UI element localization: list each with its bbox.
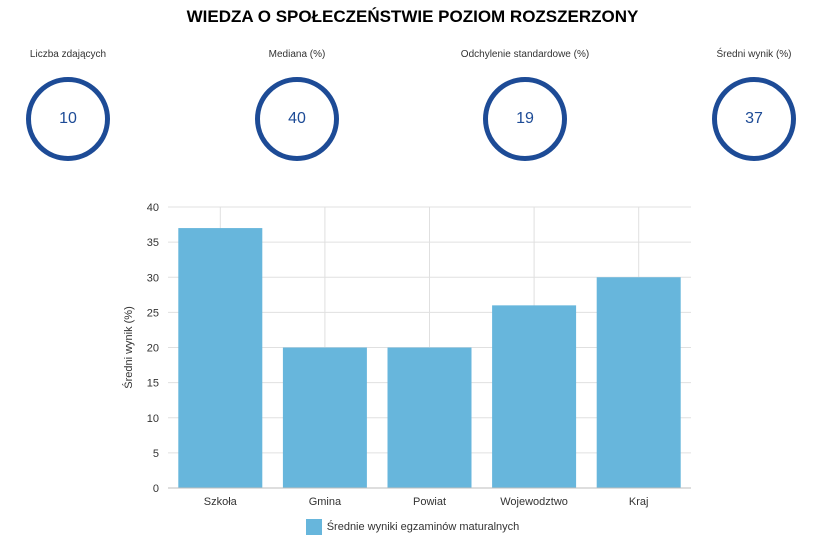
bar: [387, 347, 472, 488]
x-tick-label: Powiat: [413, 496, 446, 508]
chart-legend[interactable]: Średnie wyniki egzaminów maturalnych: [0, 519, 825, 535]
stat-circle: 37: [712, 77, 796, 161]
stat-value: 37: [745, 110, 763, 127]
bar: [596, 277, 681, 488]
stat-label: Odchylenie standardowe (%): [460, 49, 590, 60]
y-tick-label: 30: [147, 272, 159, 284]
stat-count: Liczba zdających 10: [0, 48, 143, 161]
stat-circle: 40: [255, 77, 339, 161]
stat-label: Mediana (%): [268, 49, 326, 60]
y-tick-label: 5: [153, 448, 159, 460]
x-tick-label: Kraj: [629, 496, 649, 508]
stat-label: Liczba zdających: [29, 49, 107, 60]
bar: [492, 305, 577, 488]
legend-swatch: [305, 519, 322, 535]
x-tick-label: Wojewodztwo: [500, 496, 568, 508]
page-title: WIEDZA O SPOŁECZEŃSTWIE POZIOM ROZSZERZO…: [186, 7, 639, 26]
stat-value: 19: [516, 110, 534, 127]
stat-circle: 19: [483, 77, 567, 161]
stat-value: 40: [288, 110, 306, 127]
stat-label: Średni wynik (%): [716, 49, 792, 60]
stat-median: Mediana (%) 40: [222, 48, 372, 161]
bar: [282, 347, 367, 488]
stat-value: 10: [59, 110, 77, 127]
y-tick-label: 10: [147, 413, 159, 425]
x-tick-label: Gmina: [309, 496, 342, 508]
y-tick-label: 40: [147, 202, 159, 214]
y-tick-label: 15: [147, 378, 159, 390]
legend-label: Średnie wyniki egzaminów maturalnych: [326, 521, 520, 533]
stat-circle: 10: [26, 77, 110, 161]
y-tick-label: 0: [153, 483, 159, 495]
bar: [178, 228, 263, 488]
y-tick-label: 35: [147, 237, 159, 249]
stat-mean: Średni wynik (%) 37: [679, 48, 825, 161]
y-tick-label: 25: [147, 307, 159, 319]
y-tick-label: 20: [147, 343, 159, 355]
y-axis-title: Średni wynik (%): [122, 306, 135, 389]
x-tick-label: Szkoła: [204, 496, 238, 508]
stat-std-dev: Odchylenie standardowe (%) 19: [450, 48, 600, 161]
